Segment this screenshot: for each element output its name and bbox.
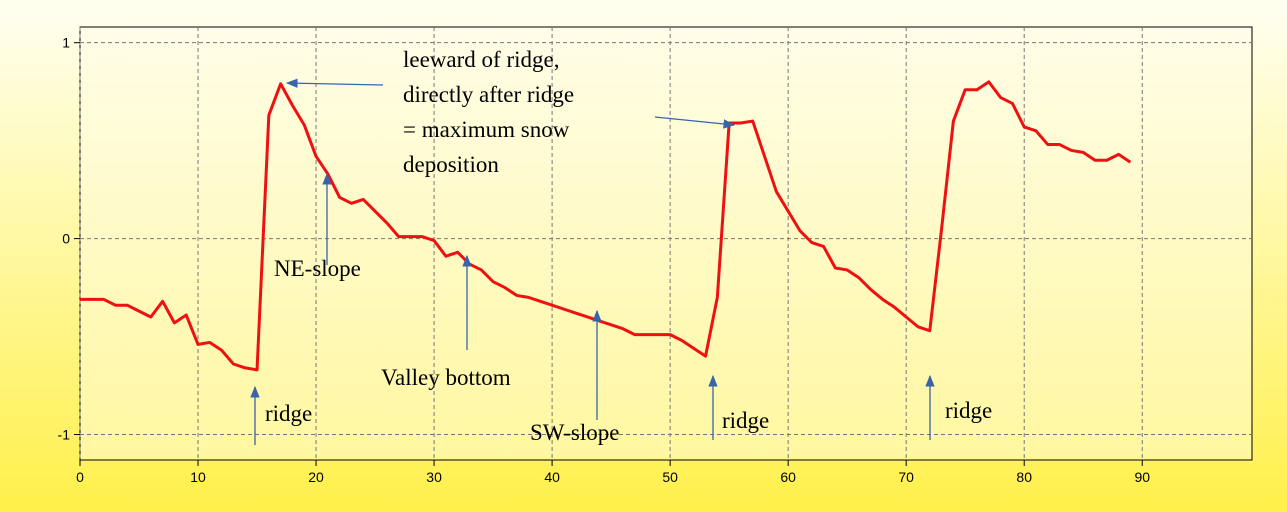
annotation: ridge — [265, 401, 312, 426]
annotation: directly after ridge — [403, 82, 574, 107]
annotations: leeward of ridge, directly after ridge =… — [250, 47, 992, 445]
annotation: Valley bottom — [381, 365, 511, 390]
x-tick-label: 80 — [1016, 469, 1032, 485]
annotation: leeward of ridge, — [403, 47, 559, 72]
y-tick-label: 0 — [62, 231, 70, 247]
x-tick-label: 40 — [544, 469, 560, 485]
annotation: NE-slope — [274, 256, 361, 281]
x-tick-label: 70 — [898, 469, 914, 485]
y-tick-label: -1 — [58, 427, 71, 443]
y-tick-label: 1 — [62, 35, 70, 51]
x-tick-label: 60 — [780, 469, 796, 485]
data-line — [80, 80, 1132, 372]
x-tick-label: 90 — [1134, 469, 1150, 485]
annotation: = maximum snow — [403, 117, 570, 142]
x-tick-label: 50 — [662, 469, 678, 485]
x-tick-label: 0 — [76, 469, 84, 485]
x-tick-label: 30 — [426, 469, 442, 485]
annotation: deposition — [403, 152, 499, 177]
plot-area — [79, 26, 1253, 461]
arrow — [285, 78, 384, 88]
x-tick-label: 20 — [308, 469, 324, 485]
arrow — [654, 116, 736, 129]
x-tick-label: 10 — [190, 469, 206, 485]
annotation: ridge — [722, 408, 769, 433]
annotation: ridge — [945, 398, 992, 423]
annotation: SW-slope — [530, 420, 619, 445]
